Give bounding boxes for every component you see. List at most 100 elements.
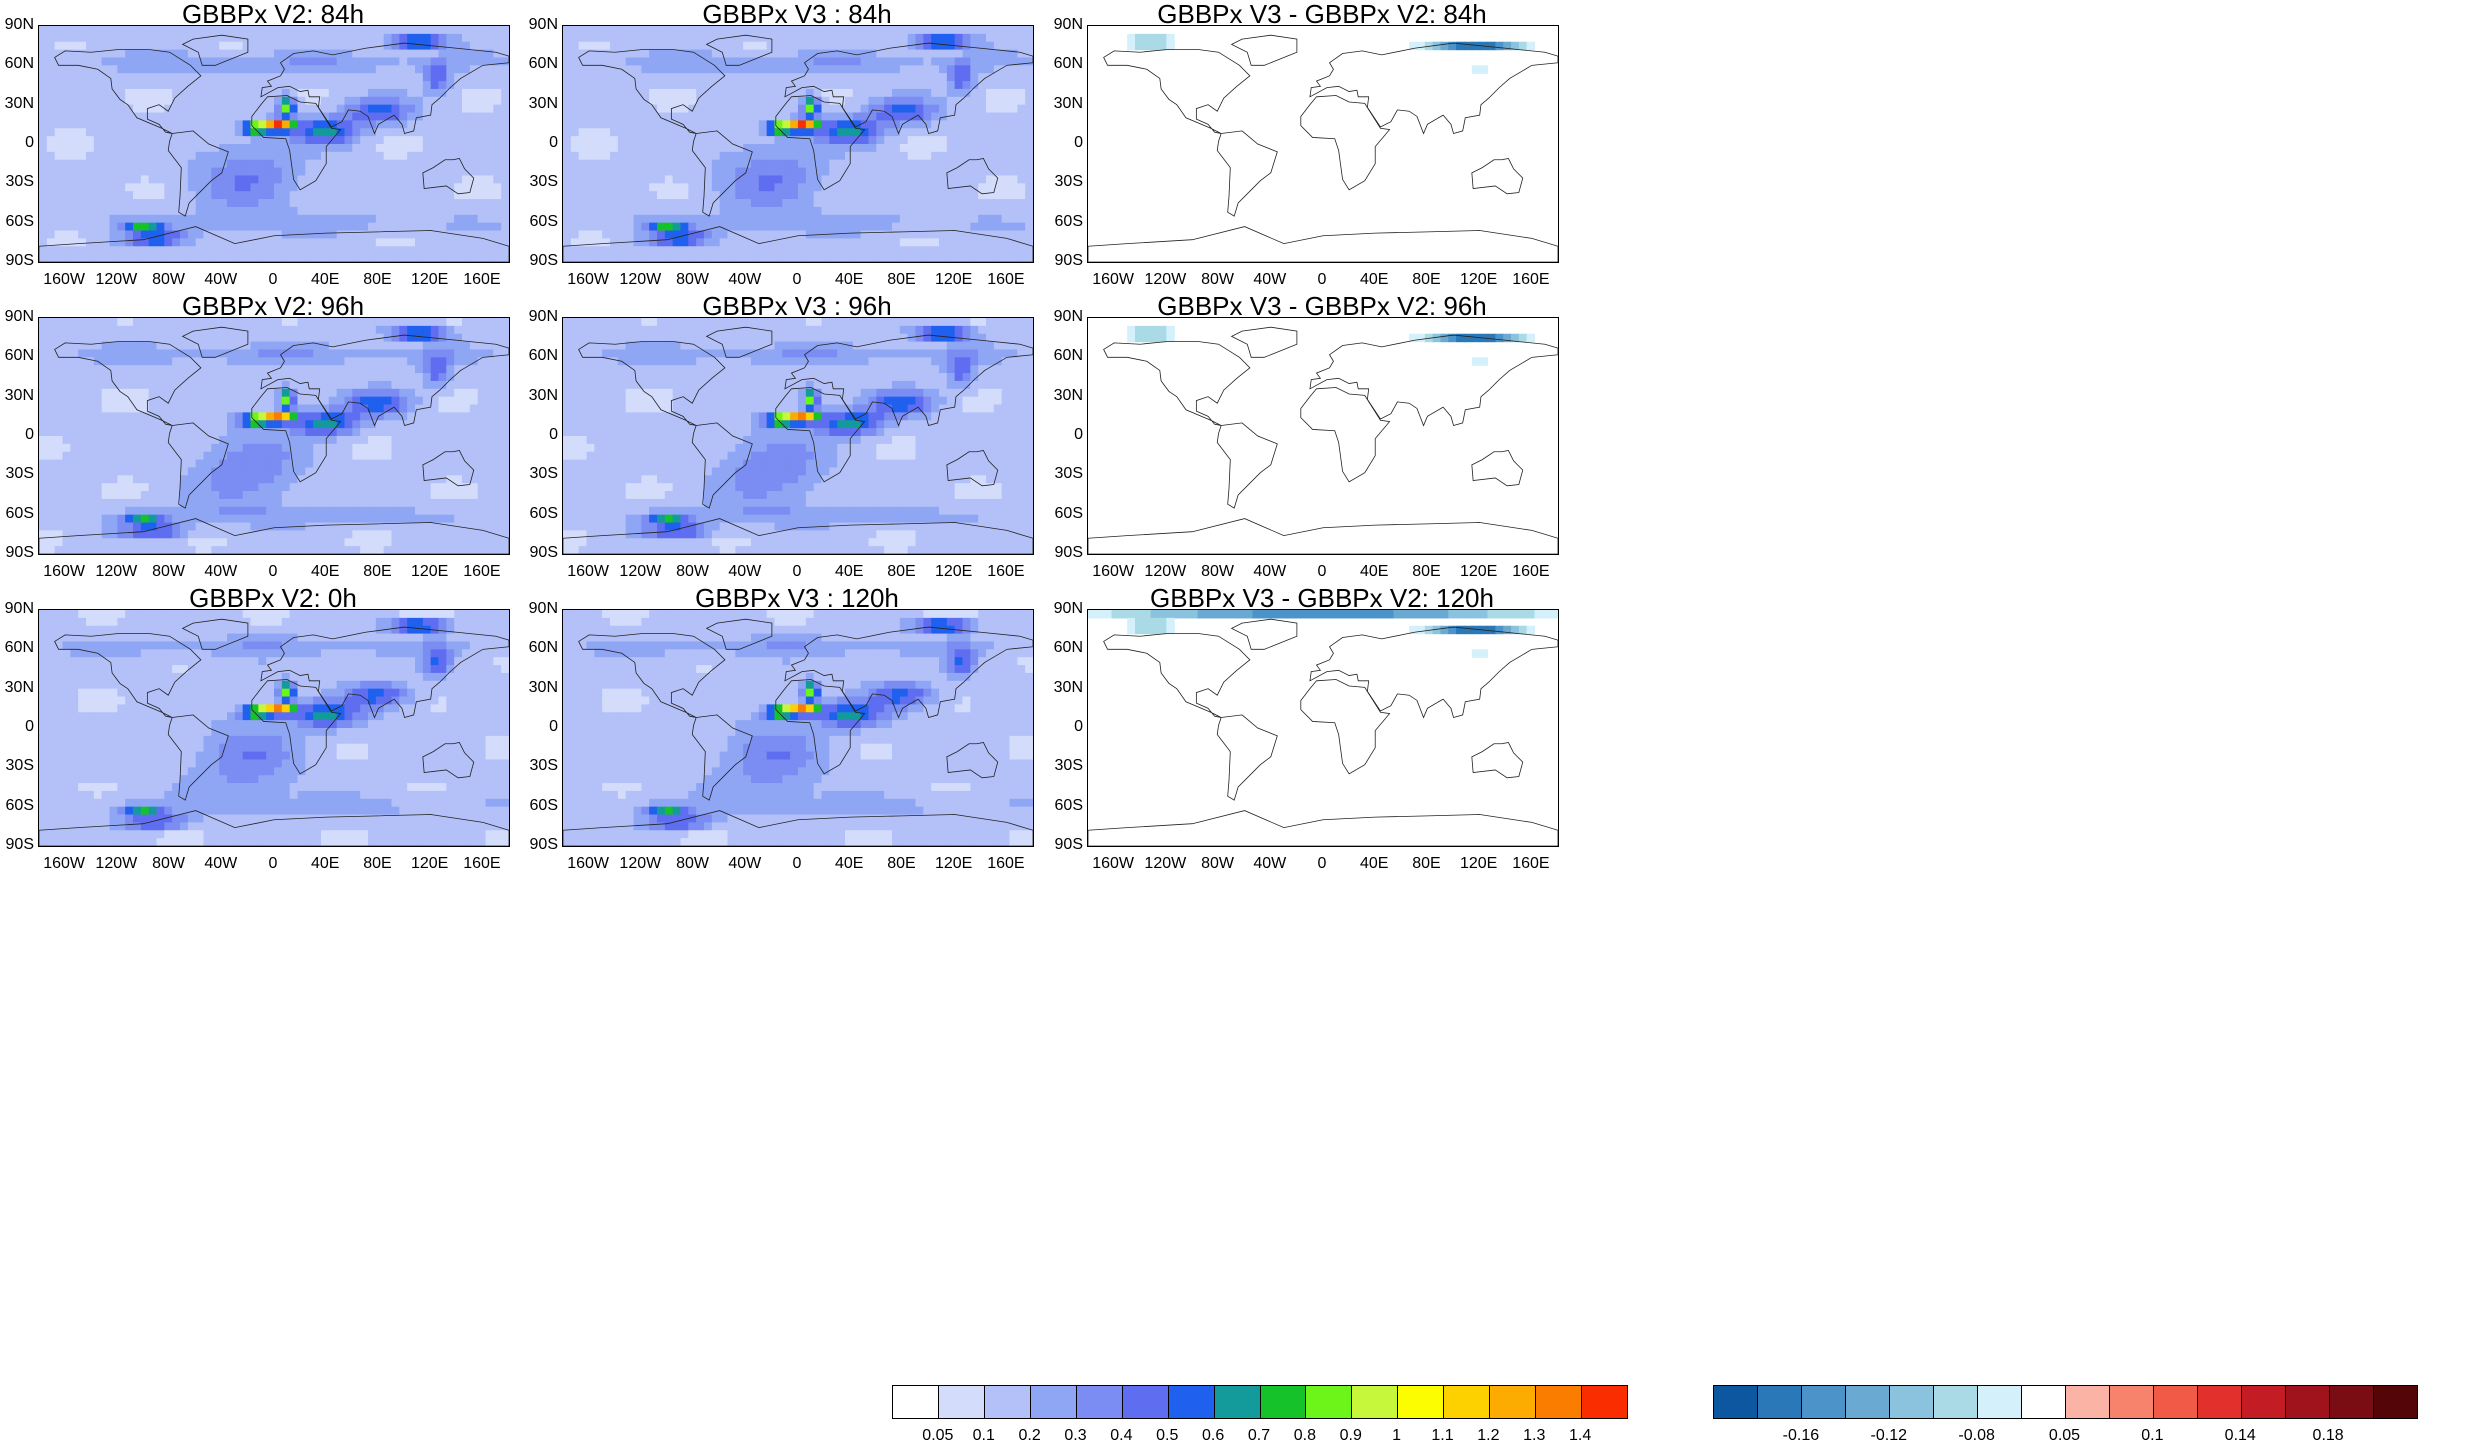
- map-cell: [415, 199, 423, 207]
- map-cell: [321, 318, 329, 326]
- map-cell: [626, 120, 634, 128]
- map-cell: [594, 42, 602, 50]
- map-cell: [641, 207, 649, 215]
- map-cell: [462, 365, 470, 373]
- map-cell: [266, 254, 274, 262]
- map-cell: [313, 231, 321, 239]
- map-cell: [602, 113, 610, 121]
- map-cell: [235, 223, 243, 231]
- map-cell: [78, 207, 86, 215]
- map-cell: [782, 207, 790, 215]
- map-cell: [243, 152, 251, 160]
- map-cell: [117, 412, 125, 420]
- map-cell: [274, 397, 282, 405]
- map-cell: [673, 57, 681, 65]
- map-cell: [274, 475, 282, 483]
- map-cell: [376, 34, 384, 42]
- map-cell: [923, 223, 931, 231]
- map-cell: [571, 128, 579, 136]
- map-cell: [329, 467, 337, 475]
- map-cell: [916, 175, 924, 183]
- map-cell: [431, 420, 439, 428]
- map-cell: [47, 175, 55, 183]
- map-cell: [63, 483, 71, 491]
- map-cell: [274, 160, 282, 168]
- map-cell: [63, 152, 71, 160]
- lat-tick-label: 30S: [1043, 173, 1083, 191]
- map-cell: [39, 405, 47, 413]
- map-cell: [196, 381, 204, 389]
- map-cell: [313, 254, 321, 262]
- map-cell: [133, 175, 141, 183]
- map-cell: [681, 144, 689, 152]
- map-cell: [235, 428, 243, 436]
- map-cell: [180, 97, 188, 105]
- map-cell: [462, 349, 470, 357]
- map-cell: [125, 452, 133, 460]
- map-cell: [900, 207, 908, 215]
- map-cell: [47, 223, 55, 231]
- map-cell: [454, 97, 462, 105]
- lat-tick-label: 90N: [1043, 16, 1083, 34]
- map-cell: [117, 428, 125, 436]
- map-cell: [117, 246, 125, 254]
- map-cell: [829, 136, 837, 144]
- map-cell: [117, 207, 125, 215]
- map-cell: [39, 231, 47, 239]
- map-cell: [78, 128, 86, 136]
- map-cell: [1025, 73, 1033, 81]
- map-cell: [298, 105, 306, 113]
- map-cell: [814, 120, 822, 128]
- map-cell: [462, 57, 470, 65]
- map-cell: [219, 334, 227, 342]
- map-cell: [125, 160, 133, 168]
- map-cell: [352, 467, 360, 475]
- map-cell: [243, 191, 251, 199]
- map-cell: [352, 412, 360, 420]
- map-cell: [360, 50, 368, 58]
- map-cell: [955, 254, 963, 262]
- map-cell: [376, 420, 384, 428]
- map-cell: [876, 152, 884, 160]
- map-cell: [78, 381, 86, 389]
- map-cell: [579, 191, 587, 199]
- map-cell: [290, 42, 298, 50]
- map-cell: [563, 199, 571, 207]
- map-cell: [767, 215, 775, 223]
- map-cell: [814, 42, 822, 50]
- map-cell: [172, 246, 180, 254]
- map-cell: [94, 444, 102, 452]
- map-cell: [728, 168, 736, 176]
- map-cell: [227, 105, 235, 113]
- map-cell: [399, 428, 407, 436]
- map-cell: [1002, 183, 1010, 191]
- map-cell: [446, 215, 454, 223]
- map-cell: [102, 428, 110, 436]
- map-cell: [157, 389, 165, 397]
- map-cell: [963, 144, 971, 152]
- map-cell: [853, 144, 861, 152]
- map-cell: [164, 215, 172, 223]
- map-cell: [610, 207, 618, 215]
- map-cell: [94, 168, 102, 176]
- map-cell: [462, 50, 470, 58]
- map-cell: [86, 65, 94, 73]
- map-cell: [626, 238, 634, 246]
- map-cell: [55, 136, 63, 144]
- map-cell: [829, 215, 837, 223]
- map-cell: [70, 42, 78, 50]
- map-cell: [376, 168, 384, 176]
- map-cell: [345, 254, 353, 262]
- map-cell: [399, 223, 407, 231]
- map-cell: [853, 105, 861, 113]
- map-cell: [688, 191, 696, 199]
- map-cell: [321, 334, 329, 342]
- map-cell: [579, 168, 587, 176]
- map-cell: [728, 120, 736, 128]
- map-cell: [963, 223, 971, 231]
- map-cell: [618, 175, 626, 183]
- map-cell: [399, 120, 407, 128]
- map-cell: [634, 152, 642, 160]
- map-cell: [251, 191, 259, 199]
- map-cell: [188, 483, 196, 491]
